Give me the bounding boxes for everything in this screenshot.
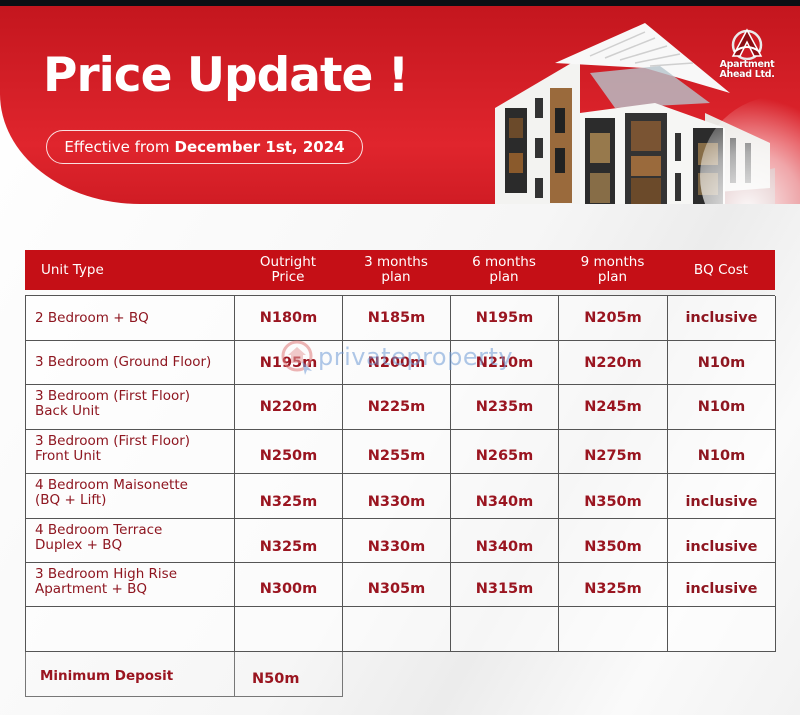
cell-3-months: N255m bbox=[343, 430, 451, 474]
cell-empty bbox=[668, 607, 776, 652]
cell-outright: N180m bbox=[235, 296, 343, 341]
cell-9-months: N350m bbox=[559, 519, 668, 563]
logo-line1: Apartment bbox=[719, 59, 775, 70]
cell-9-months: N220m bbox=[559, 341, 668, 385]
table-row-unit: 4 Bedroom Terrace Duplex + BQ bbox=[26, 519, 235, 563]
cell-3-months: N225m bbox=[343, 385, 451, 430]
top-bar bbox=[0, 0, 800, 6]
table-row-unit: 3 Bedroom (First Floor) Front Unit bbox=[26, 430, 235, 474]
cell-3-months: N185m bbox=[343, 296, 451, 341]
cell-outright: N300m bbox=[235, 563, 343, 607]
table-header: Unit Type Outright Price 3 months plan 6 m… bbox=[25, 250, 775, 290]
cell-bq-cost: N10m bbox=[668, 430, 776, 474]
col-header-unit-type: Unit Type bbox=[41, 261, 104, 278]
cell-outright: N325m bbox=[235, 474, 343, 519]
cell-bq-cost: inclusive bbox=[668, 519, 776, 563]
cell-6-months: N340m bbox=[451, 474, 559, 519]
cell-9-months: N325m bbox=[559, 563, 668, 607]
cell-outright: N220m bbox=[235, 385, 343, 430]
minimum-deposit-row: Minimum Deposit N50m bbox=[25, 652, 343, 697]
col-header-bq-cost: BQ Cost bbox=[693, 261, 749, 278]
logo-a-icon bbox=[731, 28, 763, 60]
cell-empty bbox=[343, 607, 451, 652]
cell-empty bbox=[559, 607, 668, 652]
cell-3-months: N330m bbox=[343, 519, 451, 563]
cell-6-months: N315m bbox=[451, 563, 559, 607]
table-row-unit: 2 Bedroom + BQ bbox=[26, 296, 235, 341]
col-header-9-months: 9 months plan bbox=[580, 254, 645, 285]
effective-date-pill: Effective from December 1st, 2024 bbox=[46, 130, 363, 164]
cell-9-months: N350m bbox=[559, 474, 668, 519]
effective-label: Effective from bbox=[64, 138, 170, 156]
cell-bq-cost: inclusive bbox=[668, 563, 776, 607]
table-row-unit: 3 Bedroom (First Floor) Back Unit bbox=[26, 385, 235, 430]
cell-6-months: N210m bbox=[451, 341, 559, 385]
col-header-3-months: 3 months plan bbox=[364, 254, 428, 285]
logo-line2: Ahead Ltd. bbox=[719, 69, 775, 80]
cell-bq-cost: inclusive bbox=[668, 474, 776, 519]
building-illustration bbox=[495, 23, 775, 204]
cell-6-months: N235m bbox=[451, 385, 559, 430]
header-banner: Price Update ! Effective from December 1… bbox=[0, 6, 800, 204]
effective-date: December 1st, 2024 bbox=[174, 138, 345, 156]
cell-outright: N250m bbox=[235, 430, 343, 474]
cell-9-months: N245m bbox=[559, 385, 668, 430]
cell-9-months: N205m bbox=[559, 296, 668, 341]
cell-outright: N325m bbox=[235, 519, 343, 563]
table-row-unit: 4 Bedroom Maisonette (BQ + Lift) bbox=[26, 474, 235, 519]
minimum-deposit-label: Minimum Deposit bbox=[26, 652, 235, 696]
table-row-unit: 3 Bedroom High Rise Apartment + BQ bbox=[26, 563, 235, 607]
cell-outright: N195m bbox=[235, 341, 343, 385]
cell-bq-cost: N10m bbox=[668, 341, 776, 385]
table-row-unit: 3 Bedroom (Ground Floor) bbox=[26, 341, 235, 385]
cell-6-months: N195m bbox=[451, 296, 559, 341]
cell-3-months: N200m bbox=[343, 341, 451, 385]
cell-empty bbox=[235, 607, 343, 652]
col-header-outright: Outright Price bbox=[259, 254, 317, 285]
page-title: Price Update ! bbox=[43, 48, 409, 103]
cell-9-months: N275m bbox=[559, 430, 668, 474]
table-row-empty bbox=[26, 607, 235, 652]
minimum-deposit-value: N50m bbox=[235, 652, 343, 696]
company-logo: Apartment Ahead Ltd. bbox=[712, 28, 782, 88]
col-header-6-months: 6 months plan bbox=[472, 254, 536, 285]
cell-bq-cost: N10m bbox=[668, 385, 776, 430]
cell-6-months: N340m bbox=[451, 519, 559, 563]
cell-3-months: N305m bbox=[343, 563, 451, 607]
price-table: 2 Bedroom + BQ N180m N185m N195m N205m i… bbox=[25, 295, 776, 652]
cell-bq-cost: inclusive bbox=[668, 296, 776, 341]
cell-empty bbox=[451, 607, 559, 652]
cell-6-months: N265m bbox=[451, 430, 559, 474]
cell-3-months: N330m bbox=[343, 474, 451, 519]
